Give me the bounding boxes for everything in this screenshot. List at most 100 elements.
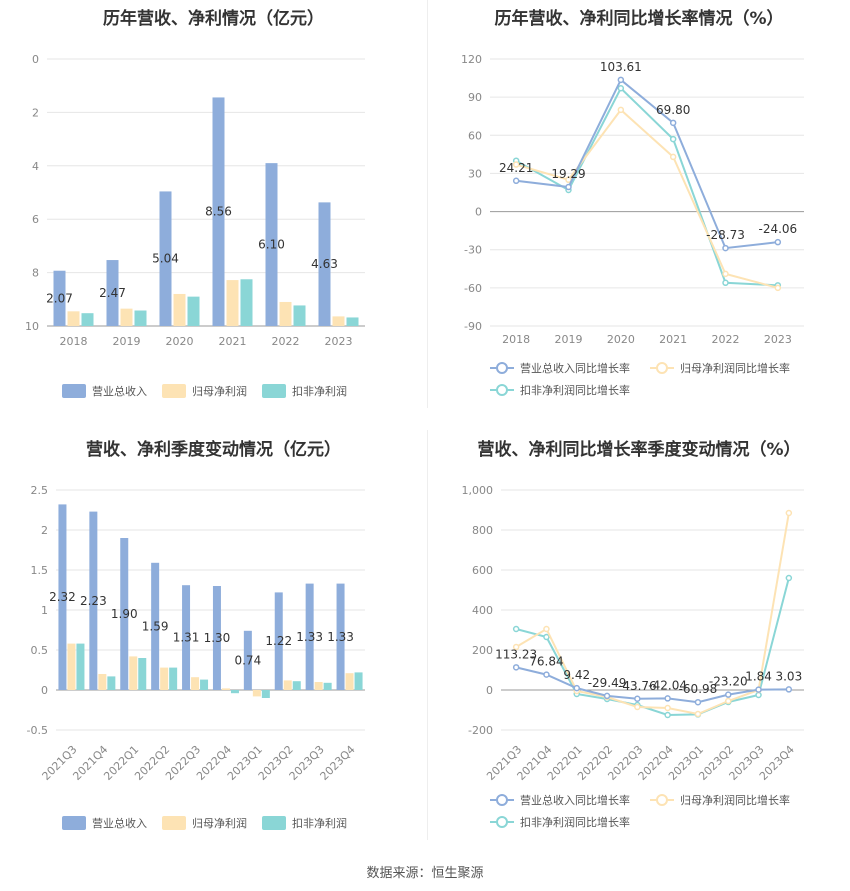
- y-tick-label: 600: [472, 564, 493, 577]
- bar: [336, 583, 345, 690]
- data-point: [664, 695, 671, 702]
- data-point: [694, 710, 702, 718]
- legend-swatch: [62, 816, 86, 830]
- series-line: [515, 86, 778, 287]
- series-line: [515, 666, 789, 704]
- data-point: [512, 643, 520, 651]
- bar: [76, 643, 85, 690]
- bar: [191, 677, 200, 690]
- data-point: [512, 177, 520, 185]
- data-label: 1.30: [204, 631, 231, 645]
- data-label: 113.23: [495, 647, 537, 661]
- data-label: 3.03: [775, 669, 802, 683]
- bar: [212, 586, 221, 690]
- chart-title: 营收、净利季度变动情况（亿元）: [86, 440, 341, 460]
- y-tick-label: 10: [25, 320, 39, 333]
- data-point: [774, 284, 782, 292]
- data-point: [725, 697, 732, 705]
- y-tick-label: 1: [41, 604, 48, 617]
- bar: [243, 630, 252, 690]
- data-label: 2.23: [80, 594, 107, 608]
- legend-swatch: [262, 384, 286, 398]
- bar: [182, 585, 191, 690]
- bar: [221, 688, 230, 690]
- data-label: 1.33: [327, 630, 354, 644]
- data-point: [512, 664, 520, 671]
- x-tick-label: 2018: [502, 333, 530, 346]
- bar: [279, 301, 292, 326]
- data-point: [543, 671, 550, 678]
- data-point: [774, 238, 782, 246]
- data-label: 1.59: [142, 619, 169, 633]
- data-label: 2.07: [46, 291, 73, 305]
- y-tick-label: 0: [41, 684, 48, 697]
- x-tick-label: 2020: [166, 335, 194, 348]
- bar: [159, 191, 172, 326]
- data-label: 2.47: [99, 286, 126, 300]
- legend-marker: [656, 794, 668, 806]
- chart-annual-growth: 历年营收、净利同比增长率情况（%） 120 90 60 30 0 -30 -60 -90 201…: [428, 0, 850, 410]
- legend-marker: [496, 794, 508, 806]
- data-point: [669, 119, 677, 127]
- y-tick-label: 2.5: [31, 484, 49, 497]
- series-line: [515, 577, 790, 717]
- bar: [252, 690, 261, 697]
- data-label: 1.33: [296, 630, 323, 644]
- y-tick-label: 2: [41, 524, 48, 537]
- bar: [67, 311, 80, 326]
- data-point: [617, 76, 625, 84]
- y-tick-label: 60: [468, 129, 482, 142]
- bar: [129, 656, 138, 690]
- x-tick-label: 2023: [325, 335, 353, 348]
- series-line: [515, 108, 779, 289]
- data-label: 9.42: [563, 668, 590, 682]
- y-tick-label: 0.5: [31, 644, 49, 657]
- bar: [98, 674, 107, 690]
- legend-label: 营业总收入同比增长率: [520, 361, 630, 375]
- data-point: [543, 633, 550, 641]
- data-label: 1.31: [173, 631, 200, 645]
- y-tick-label: 400: [472, 604, 493, 617]
- bar: [354, 672, 363, 690]
- data-label: 8.56: [205, 205, 232, 219]
- bar: [106, 260, 119, 326]
- data-label: -29.49: [588, 676, 627, 690]
- y-tick-label: 1,000: [462, 484, 494, 497]
- bar: [138, 658, 147, 690]
- legend-label: 营业总收入: [92, 384, 147, 398]
- x-tick-label: 2022: [272, 335, 300, 348]
- y-tick-label: 0: [475, 206, 482, 219]
- y-tick-label: -0.5: [27, 724, 48, 737]
- chart-title: 历年营收、净利情况（亿元）: [103, 9, 324, 29]
- bar: [212, 97, 225, 326]
- legend-label: 扣非净利润: [292, 816, 347, 830]
- legend-label: 归母净利润: [192, 384, 247, 398]
- data-point: [664, 711, 671, 719]
- legend-label: 营业总收入同比增长率: [520, 793, 630, 807]
- data-point: [669, 153, 677, 161]
- legend-swatch: [162, 816, 186, 830]
- x-tick-label: 2021: [659, 333, 687, 346]
- line-chart-annual-growth: 120 90 60 30 0 -30 -60 -90 2018 2019 2020 2021 2022 2…: [461, 53, 804, 397]
- legend-marker: [496, 384, 508, 396]
- legend-swatch: [62, 384, 86, 398]
- y-tick-label: 4: [32, 160, 39, 173]
- bar: [160, 667, 169, 690]
- chart-quarterly-growth: 营收、净利同比增长率季度变动情况（%） 1,000 800 600 400 200 0 -2…: [428, 425, 850, 850]
- legend-label: 归母净利润同比增长率: [680, 793, 790, 807]
- line-chart-quarterly-growth: 1,0008006004002000-2002021Q32021Q42022Q1…: [462, 484, 804, 829]
- bar: [120, 538, 129, 690]
- bar: [323, 682, 332, 690]
- legend-marker: [496, 362, 508, 374]
- data-point: [573, 684, 580, 692]
- bar: [134, 310, 147, 326]
- bar: [230, 690, 239, 694]
- data-point: [617, 84, 625, 92]
- bar: [53, 270, 66, 326]
- bar: [346, 317, 359, 326]
- data-label: 1.84: [745, 670, 772, 684]
- x-tick-label: 2023: [764, 333, 792, 346]
- legend-label: 扣非净利润同比增长率: [520, 383, 630, 397]
- data-point: [543, 625, 550, 633]
- data-point: [634, 703, 641, 711]
